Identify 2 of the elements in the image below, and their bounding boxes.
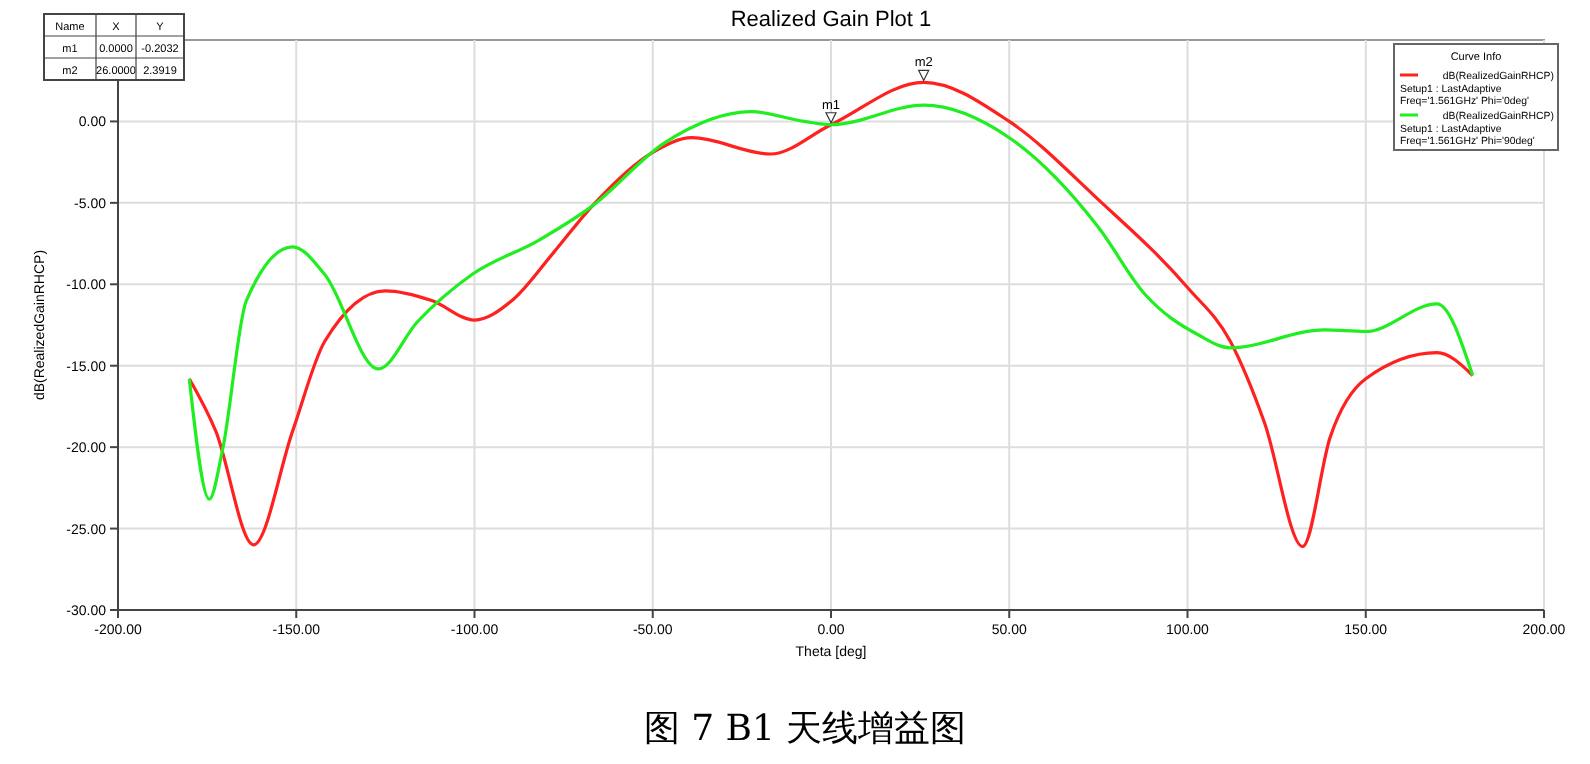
caption: 图 7 B1 天线增益图 (643, 708, 967, 750)
chart-title: Realized Gain Plot 1 (730, 8, 932, 32)
